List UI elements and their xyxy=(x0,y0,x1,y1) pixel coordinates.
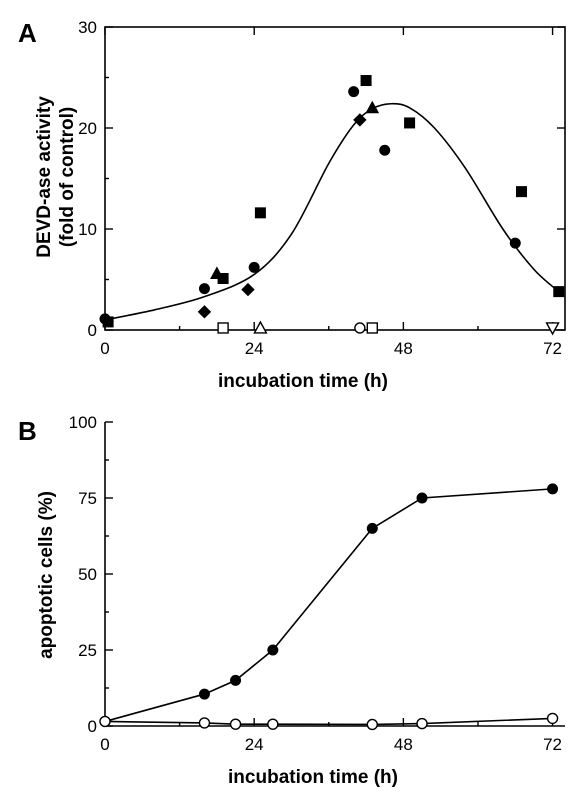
panel-a-point-filled-diamond xyxy=(353,113,367,127)
panel-a-y-ticks: 0 10 20 30 xyxy=(78,18,565,340)
panel-b-point-open-circle xyxy=(198,717,211,729)
panel-a-y-tick-label: 0 xyxy=(88,321,97,340)
panel-b-x-tick-label: 24 xyxy=(245,735,264,754)
panel-a-x-tick-label: 0 xyxy=(100,339,109,358)
panel-a-y-axis-title: DEVD-ase activity xyxy=(34,96,55,258)
panel-b-point-open-circle xyxy=(267,718,279,730)
panel-b-x-tick-label: 72 xyxy=(543,735,562,754)
panel-b-point-open-circle xyxy=(416,717,428,730)
panel-a-point-filled-circle xyxy=(509,237,521,249)
panel-b-point-filled-circle xyxy=(230,674,242,686)
panel-b-x-axis-title: incubation time (h) xyxy=(228,767,398,788)
panel-a-point-open-square xyxy=(366,322,378,334)
panel-a-point-open-square xyxy=(217,322,229,334)
panel-a-point-filled-square xyxy=(254,207,266,219)
panel-b-y-tick-label: 50 xyxy=(78,565,97,584)
panel-a-y-tick-label: 20 xyxy=(78,119,97,138)
panel-a-point-filled-diamond xyxy=(197,305,212,319)
panel-a-point-filled-square xyxy=(404,117,416,129)
panel-a-point-filled-square xyxy=(360,75,372,87)
panel-b-x-tick-label: 48 xyxy=(394,735,413,754)
panel-a-point-filled-square xyxy=(102,316,114,328)
panel-a-x-axis-title: incubation time (h) xyxy=(218,371,388,392)
panel-b-y-tick-label: 25 xyxy=(78,641,97,660)
panel-b-series-lines xyxy=(104,488,553,726)
panel-a-point-open-triangle xyxy=(253,320,268,334)
panel-b-y-tick-label: 0 xyxy=(88,717,97,736)
panel-b-series-line-filled-circle xyxy=(104,488,553,723)
panel-b-x-ticks: 0 24 48 72 xyxy=(100,718,562,754)
panel-a-point-open-triangle-down xyxy=(545,322,560,336)
panel-a-point-filled-diamond xyxy=(241,282,255,297)
panel-b-y-ticks: 0 25 50 75 100 xyxy=(69,413,113,736)
panel-a-data-points xyxy=(99,75,565,336)
panel-a-point-filled-circle xyxy=(198,283,210,295)
panel-b: B 0 25 50 75 100 0 24 48 72 incubation time (h)… xyxy=(18,413,565,788)
panel-a-point-filled-square xyxy=(515,186,527,198)
panel-label-b: B xyxy=(18,416,37,446)
panel-a-x-tick-label: 48 xyxy=(394,339,413,358)
panel-a-point-filled-circle xyxy=(379,144,391,156)
panel-a-plot-frame xyxy=(104,26,566,331)
panel-b-data-points xyxy=(99,483,559,731)
panel-b-point-filled-circle xyxy=(416,492,428,504)
panel-b-point-filled-circle xyxy=(198,688,210,700)
panel-a-y-tick-label: 30 xyxy=(78,18,97,37)
panel-a-fit-curve xyxy=(104,102,560,321)
panel-label-a: A xyxy=(18,18,37,48)
panel-a-point-open-circle xyxy=(354,322,366,334)
panel-b-point-filled-circle xyxy=(547,483,559,495)
panel-a-axes xyxy=(104,26,566,331)
panel-b-series-line-open-circle xyxy=(104,717,553,726)
panel-a-point-filled-circle xyxy=(348,86,360,98)
panel-b-point-open-circle xyxy=(546,712,559,725)
panel-a-point-filled-triangle xyxy=(365,100,380,114)
panel-b-y-tick-label: 100 xyxy=(69,413,97,432)
panel-b-point-open-circle xyxy=(99,715,111,728)
panel-b-y-tick-label: 75 xyxy=(78,489,97,508)
panel-a-x-tick-label: 72 xyxy=(543,339,562,358)
panel-a-y-axis-subtitle: (fold of control) xyxy=(57,107,78,247)
panel-a-point-filled-square xyxy=(553,286,565,298)
panel-a-x-ticks: 0 24 48 72 xyxy=(100,27,562,358)
panel-a-y-tick-label: 10 xyxy=(78,220,97,239)
panel-b-point-open-circle xyxy=(229,718,242,730)
panel-b-point-filled-circle xyxy=(366,522,378,534)
panel-a-point-filled-triangle xyxy=(210,266,224,279)
panel-b-point-filled-circle xyxy=(267,644,279,656)
panel-a-point-filled-circle xyxy=(248,261,260,273)
panel-b-point-open-circle xyxy=(366,718,378,731)
panel-a-x-tick-label: 24 xyxy=(245,339,264,358)
panel-b-x-tick-label: 0 xyxy=(100,735,109,754)
panel-b-y-axis-title: apoptotic cells (%) xyxy=(36,491,57,659)
panel-a: A 0 10 20 30 0 24 48 72 incubation time (h) DE… xyxy=(18,18,566,392)
